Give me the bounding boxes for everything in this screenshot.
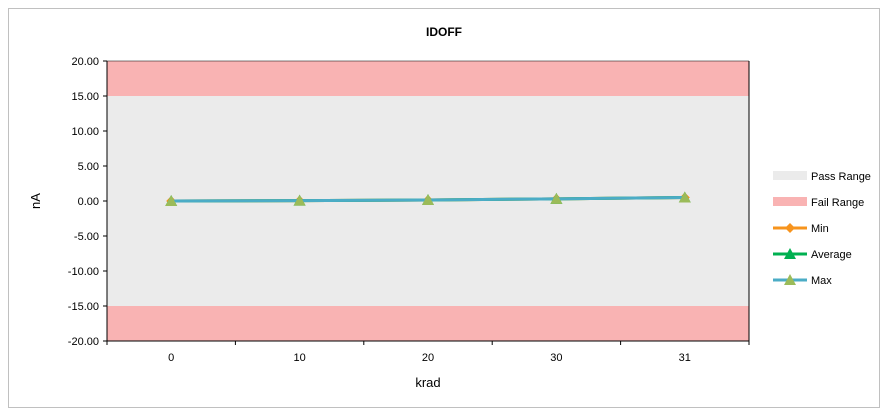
series-max: [165, 191, 691, 206]
data-point: [422, 193, 434, 205]
chart-title: IDOFF: [426, 25, 462, 39]
x-axis: 0 10 20 30 31: [106, 340, 750, 364]
legend-item: Pass Range: [773, 171, 871, 183]
y-axis: -20.00 -15.00 -10.00 -5.00 0.00 5.00 10.00 15.0…: [68, 56, 107, 348]
legend-swatch: [773, 197, 807, 206]
legend: Pass Range Fail Range Min Average Max: [773, 171, 871, 287]
data-point: [550, 192, 563, 204]
x-tick-label: 31: [679, 352, 691, 364]
legend-label: Average: [811, 249, 852, 261]
series-layer: [165, 191, 691, 206]
y-tick-label: 10.00: [71, 126, 99, 138]
y-tick-label: -15.00: [68, 301, 99, 313]
fail-range-band: [107, 61, 749, 96]
range-bands: [107, 61, 749, 341]
y-tick-label: 20.00: [71, 56, 99, 68]
x-tick-label: 10: [293, 352, 305, 364]
x-tick-label: 30: [550, 352, 562, 364]
legend-label: Fail Range: [811, 197, 864, 209]
y-tick-label: -5.00: [74, 231, 99, 243]
data-point: [165, 195, 178, 206]
legend-label: Pass Range: [811, 171, 871, 183]
legend-marker: [784, 248, 796, 259]
y-tick-label: 15.00: [71, 91, 99, 103]
y-tick-label: 0.00: [78, 196, 99, 208]
legend-swatch: [773, 171, 807, 180]
legend-item: Max: [773, 274, 832, 287]
y-tick-label: 5.00: [78, 161, 99, 173]
legend-item: Fail Range: [773, 197, 864, 209]
data-point: [293, 194, 306, 206]
y-tick-label: -20.00: [68, 336, 99, 348]
data-point: [678, 191, 691, 203]
legend-item: Average: [773, 248, 852, 261]
fail-range-band: [107, 306, 749, 341]
x-tick-label: 0: [168, 352, 174, 364]
legend-label: Max: [811, 275, 832, 287]
legend-item: Min: [773, 223, 829, 235]
legend-label: Min: [811, 223, 829, 235]
x-axis-label: krad: [415, 375, 440, 390]
x-tick-label: 20: [422, 352, 434, 364]
y-tick-label: -10.00: [68, 266, 99, 278]
y-axis-label: nA: [28, 193, 43, 209]
legend-marker: [785, 223, 795, 233]
legend-marker: [784, 274, 796, 285]
